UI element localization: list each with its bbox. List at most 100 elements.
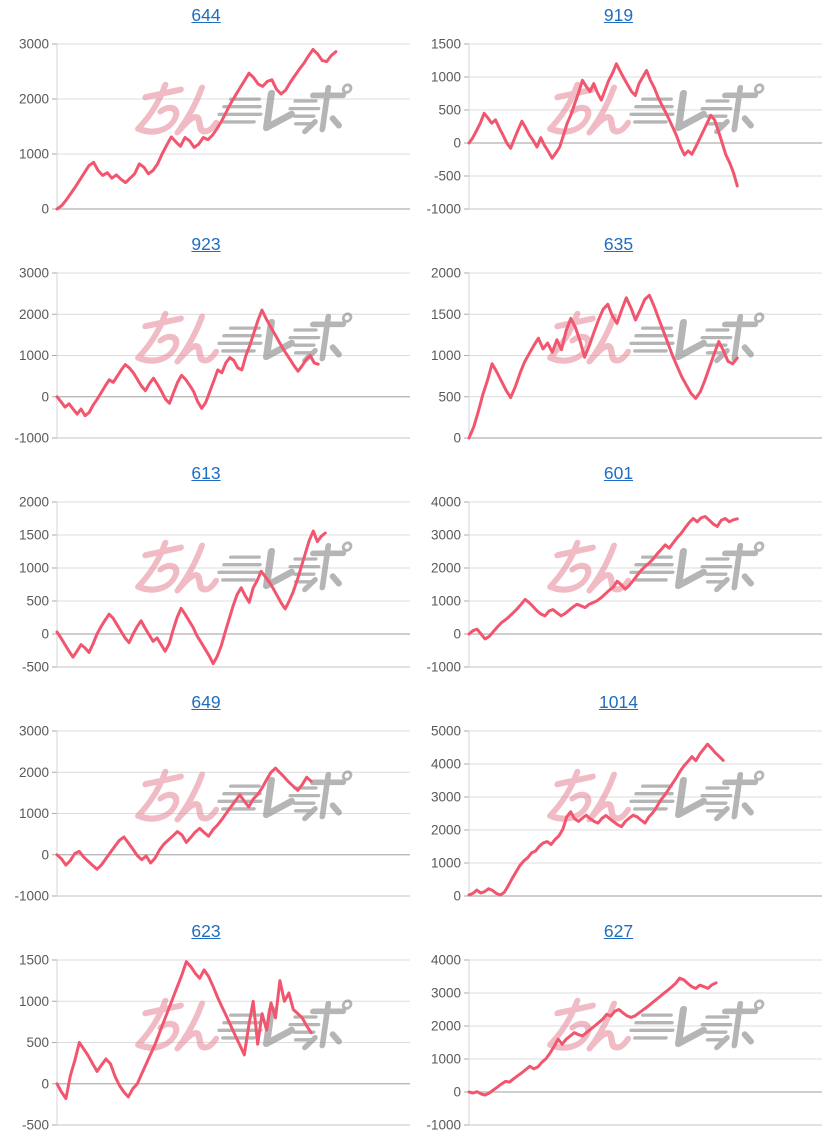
watermark-gray-text [629,770,765,822]
watermark-glyph-re [262,547,295,590]
watermark [547,310,765,365]
y-axis-label: 500 [438,103,461,118]
watermark-gray-text [217,83,353,135]
chart-title-link[interactable]: 613 [191,463,221,483]
gridlines [464,959,822,1126]
y-axis-label: 0 [453,627,461,642]
y-axis-label: 3000 [431,528,461,543]
y-axis-label: 3000 [431,790,461,805]
watermark-speed-lines [700,1015,733,1042]
watermark-handakuten [341,312,353,323]
watermark-handakuten [753,83,765,94]
y-axis-label: 1000 [431,348,461,363]
chart-cell: 635 0 500 1000 1500 2000 [412,229,825,458]
watermark-handakuten [753,770,765,781]
watermark-gray-text [629,999,765,1051]
watermark-speed-lines [288,786,321,813]
watermark-glyph-po [302,542,347,593]
gridlines [52,43,410,210]
y-axis-labels: -500 0 500 1000 1500 2000 [19,495,49,675]
y-axis-label: 2000 [431,266,461,281]
watermark-glyph-n [174,771,220,823]
chart-title-link[interactable]: 644 [191,5,221,25]
y-axis-label: 0 [41,202,49,217]
y-axis-label: -1000 [14,889,49,904]
watermark-glyph-re [262,776,295,819]
y-axis-label: 4000 [431,495,461,510]
watermark-glyph-po [302,1000,347,1051]
watermark-speed-lines [629,555,675,582]
y-axis-label: 2000 [19,495,49,510]
series-line [467,293,739,440]
chart-cell: 644 0 1000 2000 3000 [0,0,412,229]
chart-cell: 919 -1000 -500 0 500 1000 1500 [412,0,825,229]
chart-title: 923 [0,234,412,255]
chart-title-link[interactable]: 1014 [599,692,638,712]
y-axis-label: 3000 [19,37,49,52]
watermark-pink-text [135,997,220,1052]
watermark-pink-text [547,997,632,1052]
watermark-glyph-po [714,313,759,364]
chart-title-link[interactable]: 923 [191,234,221,254]
watermark-speed-lines [217,1013,263,1040]
chart-cell: 1014 0 1000 2000 3000 4000 5000 [412,687,825,916]
chart-title-link[interactable]: 919 [603,5,634,25]
watermark-glyph-n [174,542,220,594]
y-axis-label: 1000 [431,1052,461,1067]
chart-title-link[interactable]: 627 [603,921,634,941]
y-axis-labels: -1000 0 1000 2000 3000 4000 [426,495,461,675]
y-axis-label: 1000 [19,561,49,576]
watermark-glyph-n [586,1000,632,1052]
watermark-handakuten [341,770,353,781]
y-axis-label: 2000 [431,561,461,576]
chart-cell: 601 -1000 0 1000 2000 3000 4000 [412,458,825,687]
watermark-glyph-po [302,313,347,364]
y-axis-labels: -1000 0 1000 2000 3000 [14,266,49,446]
y-axis-labels: -500 0 500 1000 1500 [19,953,49,1133]
y-axis-label: 1000 [19,348,49,363]
watermark-speed-lines [700,786,733,813]
y-axis-label: 0 [453,431,461,446]
watermark-glyph-n [586,313,632,365]
chart-title-link[interactable]: 623 [191,921,221,941]
y-axis-label: 1500 [19,528,49,543]
chart-title: 649 [0,692,412,713]
chart-title-link[interactable]: 601 [603,463,634,483]
watermark-gray-text [217,541,353,593]
y-axis-label: 0 [41,1076,49,1091]
y-axis-label: 0 [41,847,49,862]
series-line [467,62,739,188]
series-line [55,766,313,871]
watermark-speed-lines [700,99,733,126]
y-axis-label: -500 [22,660,49,675]
watermark [135,81,353,136]
gridlines [52,730,410,897]
watermark-glyph-mi [135,310,184,364]
y-axis-label: 1000 [19,806,49,821]
watermark-glyph-re [674,776,707,819]
y-axis-label: 1500 [431,37,461,52]
y-axis-label: 2000 [431,823,461,838]
chart-title-link[interactable]: 635 [603,234,634,254]
chart-canvas: -1000 0 1000 2000 3000 4000 [426,495,822,675]
watermark-handakuten [341,541,353,552]
chart-title: 919 [412,5,825,26]
watermark-handakuten [341,999,353,1010]
y-axis-label: 3000 [19,266,49,281]
watermark-pink-text [135,539,220,594]
chart-title: 1014 [412,692,825,713]
y-axis-label: 1000 [19,994,49,1009]
watermark-glyph-re [262,1005,295,1048]
y-axis-label: 0 [453,1085,461,1100]
watermark [135,310,353,365]
chart-title-link[interactable]: 649 [191,692,221,712]
y-axis-label: 1000 [431,856,461,871]
chart-title: 601 [412,463,825,484]
watermark-gray-text [217,312,353,364]
watermark-glyph-mi [547,539,596,593]
y-axis-label: 1000 [431,594,461,609]
watermark-speed-lines [288,328,321,355]
y-axis-label: 0 [41,627,49,642]
chart-cell: 613 -500 0 500 1000 1500 2000 [0,458,412,687]
